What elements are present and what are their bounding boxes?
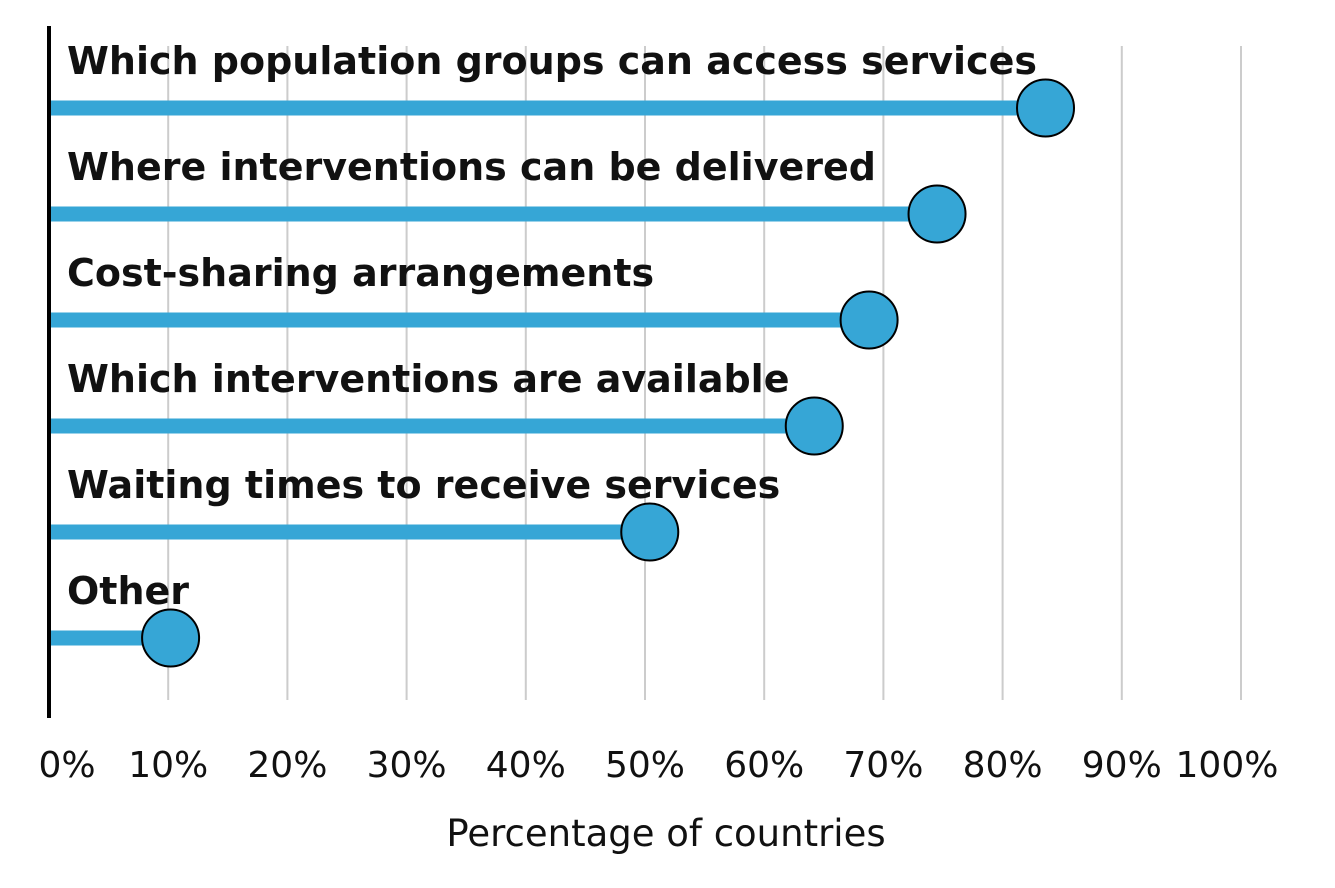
- x-tick-label: 60%: [724, 745, 804, 786]
- category-label: Where interventions can be delivered: [67, 145, 876, 189]
- lollipop-dot: [784, 396, 844, 456]
- x-tick-label: 10%: [128, 745, 208, 786]
- x-tick-label: 100%: [1176, 745, 1279, 786]
- x-tick-label: 80%: [963, 745, 1043, 786]
- lollipop-dot: [620, 502, 680, 562]
- lollipop-dot: [907, 184, 967, 244]
- category-label: Which interventions are available: [67, 357, 789, 401]
- x-tick-label: 40%: [486, 745, 566, 786]
- category-label: Waiting times to receive services: [67, 463, 780, 507]
- x-tick-label: 30%: [367, 745, 447, 786]
- lollipop-dots: [141, 78, 1076, 668]
- category-label: Other: [67, 569, 189, 613]
- lollipop-stems: [49, 100, 1046, 646]
- category-labels: Which population groups can access servi…: [67, 39, 1037, 613]
- gridlines: [167, 46, 1242, 700]
- lollipop-dot: [1016, 78, 1076, 138]
- x-tick-label: 70%: [843, 745, 923, 786]
- x-tick-labels: 0% 10% 20% 30% 40% 50% 60% 70% 80% 90% 100%: [38, 745, 1278, 786]
- lollipop-dot: [141, 608, 201, 668]
- lollipop-dot: [839, 290, 899, 350]
- x-tick-label: 90%: [1082, 745, 1162, 786]
- x-axis-title: Percentage of countries: [446, 812, 885, 855]
- category-label: Which population groups can access servi…: [67, 39, 1037, 83]
- x-tick-label: 0%: [38, 745, 95, 786]
- category-label: Cost-sharing arrangements: [67, 251, 654, 295]
- x-tick-label: 20%: [247, 745, 327, 786]
- x-tick-label: 50%: [605, 745, 685, 786]
